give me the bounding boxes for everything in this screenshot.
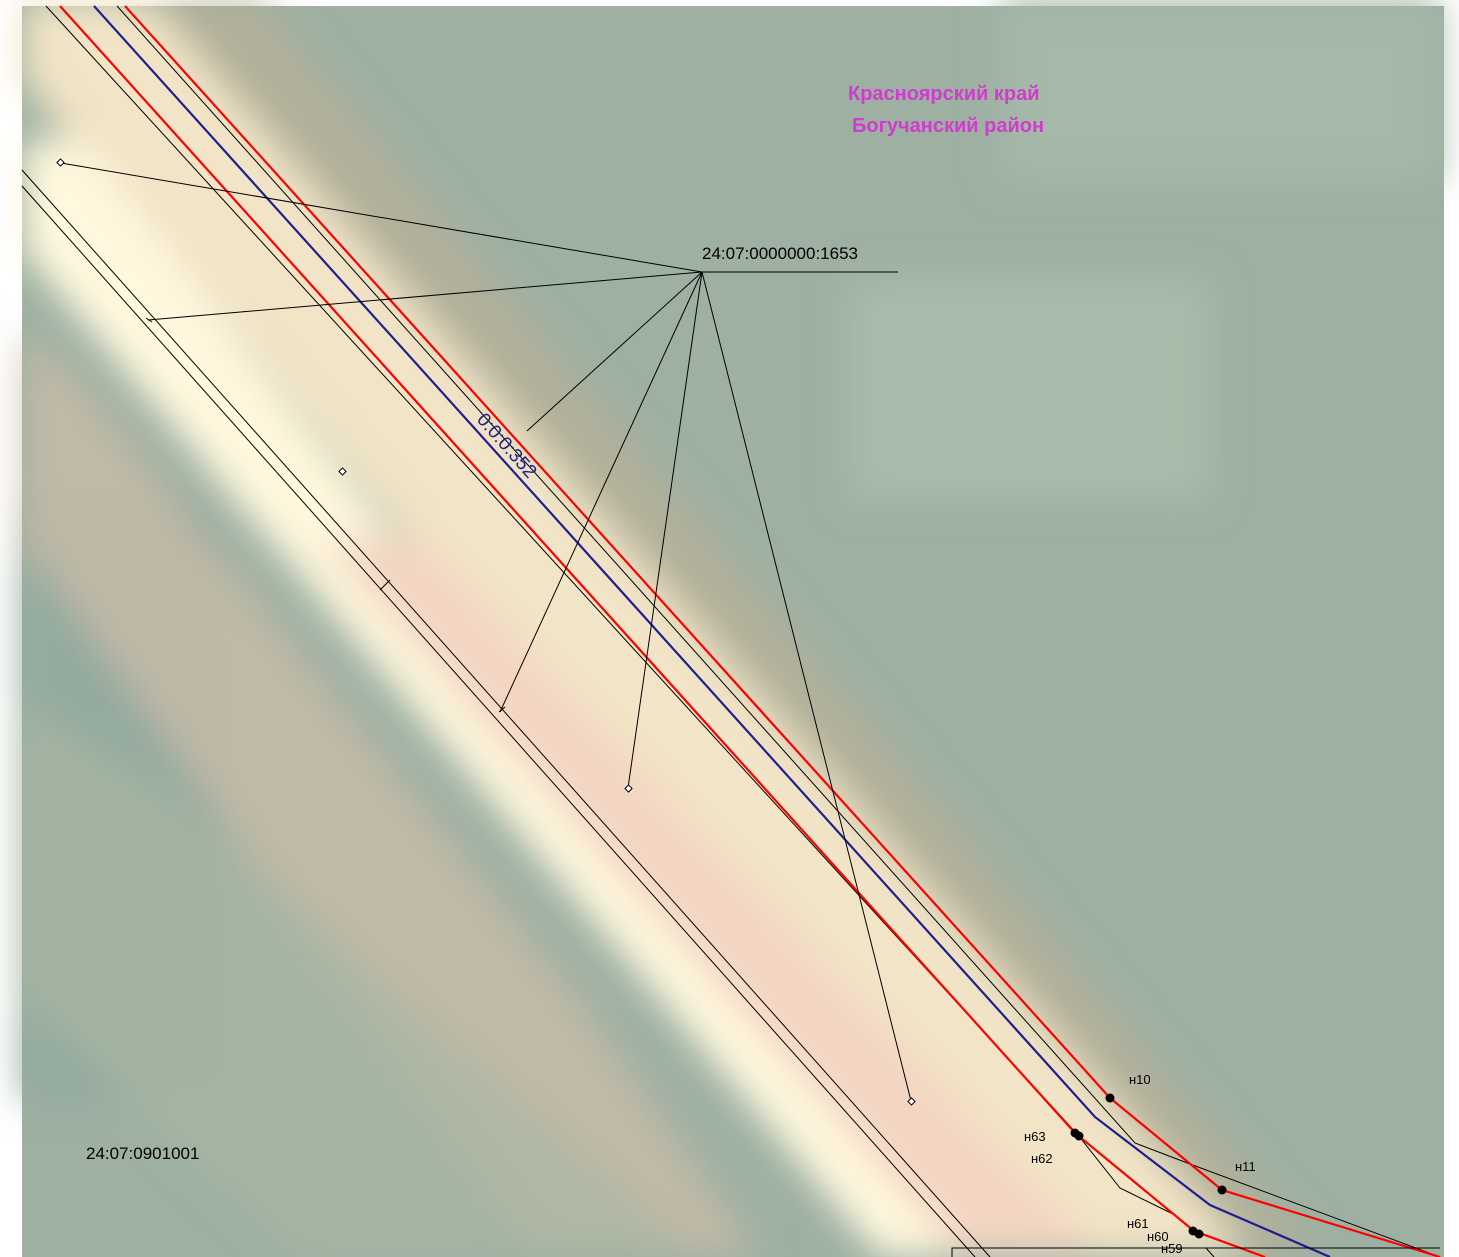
point-label-n10: н10 bbox=[1129, 1072, 1151, 1087]
leader-markers bbox=[56, 158, 916, 1106]
point-label-n61: н61 bbox=[1127, 1216, 1149, 1231]
point-n11-marker[interactable] bbox=[1217, 1185, 1227, 1195]
point-label-n59: н59 bbox=[1161, 1241, 1183, 1256]
cadastral-quarter-label: 24:07:0901001 bbox=[86, 1144, 199, 1163]
road-boundary-red bbox=[59, 5, 1441, 1257]
parcel-box-edge bbox=[951, 1247, 1440, 1257]
region-label-line2: Богучанский район bbox=[852, 115, 1044, 137]
corridor-outer-boundaries bbox=[45, 5, 1441, 1257]
point-label-n63: н63 bbox=[1024, 1129, 1046, 1144]
point-label-n11: н11 bbox=[1235, 1159, 1256, 1174]
point-label-n62: н62 bbox=[1031, 1151, 1053, 1166]
point-n60-marker[interactable] bbox=[1194, 1229, 1204, 1239]
road-axis-blue bbox=[93, 5, 1331, 1257]
point-n10-marker[interactable] bbox=[1105, 1093, 1115, 1103]
point-n62-marker[interactable] bbox=[1074, 1131, 1084, 1141]
point-label-n60: н60 bbox=[1147, 1229, 1169, 1244]
survey-points bbox=[1070, 1093, 1227, 1239]
satellite-texture bbox=[22, 0, 1440, 1257]
region-label-line1: Красноярский край bbox=[848, 83, 1040, 105]
parcel-number-label[interactable]: 24:07:0000000:1653 bbox=[702, 244, 858, 263]
parcel-box-tick bbox=[1205, 1247, 1215, 1257]
parcel-leader-lines bbox=[60, 162, 912, 1102]
